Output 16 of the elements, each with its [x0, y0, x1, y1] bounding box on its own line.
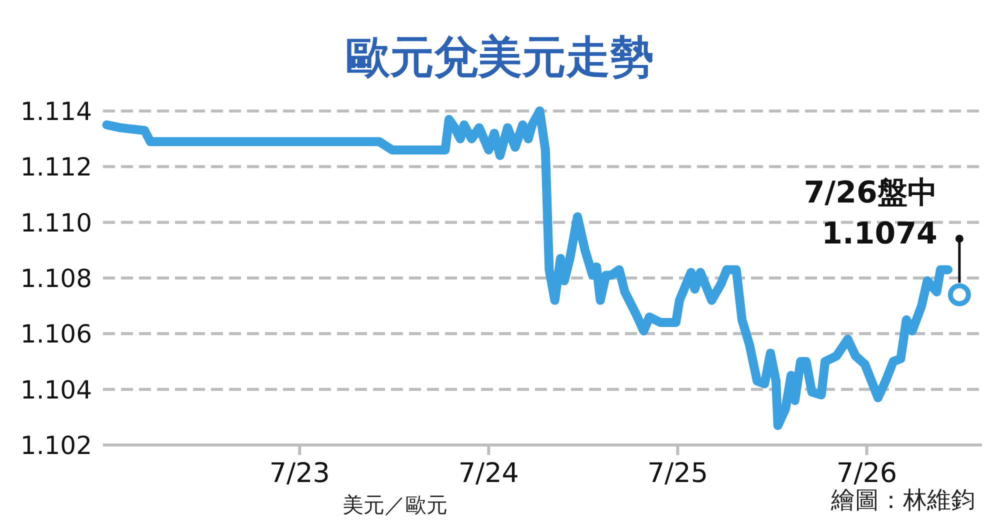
x-tick-label: 7/24 — [458, 458, 519, 489]
chart-title: 歐元兌美元走勢 — [346, 32, 654, 83]
y-tick-label: 1.112 — [20, 152, 92, 182]
y-tick-label: 1.102 — [20, 431, 92, 460]
x-tick-label: 7/25 — [647, 458, 708, 489]
text: 繪圖：林維鈞 — [830, 486, 975, 514]
annotation: 1.1074 — [822, 216, 938, 252]
y-tick-label: 1.110 — [20, 208, 92, 238]
y-tick-label: 1.114 — [20, 97, 92, 126]
annotation: 7/26盤中 — [804, 176, 938, 211]
y-tick-label: 1.106 — [20, 320, 92, 349]
y-tick-label: 1.104 — [20, 375, 92, 404]
text: 美元／歐元 — [342, 493, 448, 517]
x-tick-label: 7/23 — [269, 458, 330, 489]
x-tick-label: 7/26 — [836, 458, 898, 489]
y-tick-label: 1.108 — [20, 264, 92, 293]
